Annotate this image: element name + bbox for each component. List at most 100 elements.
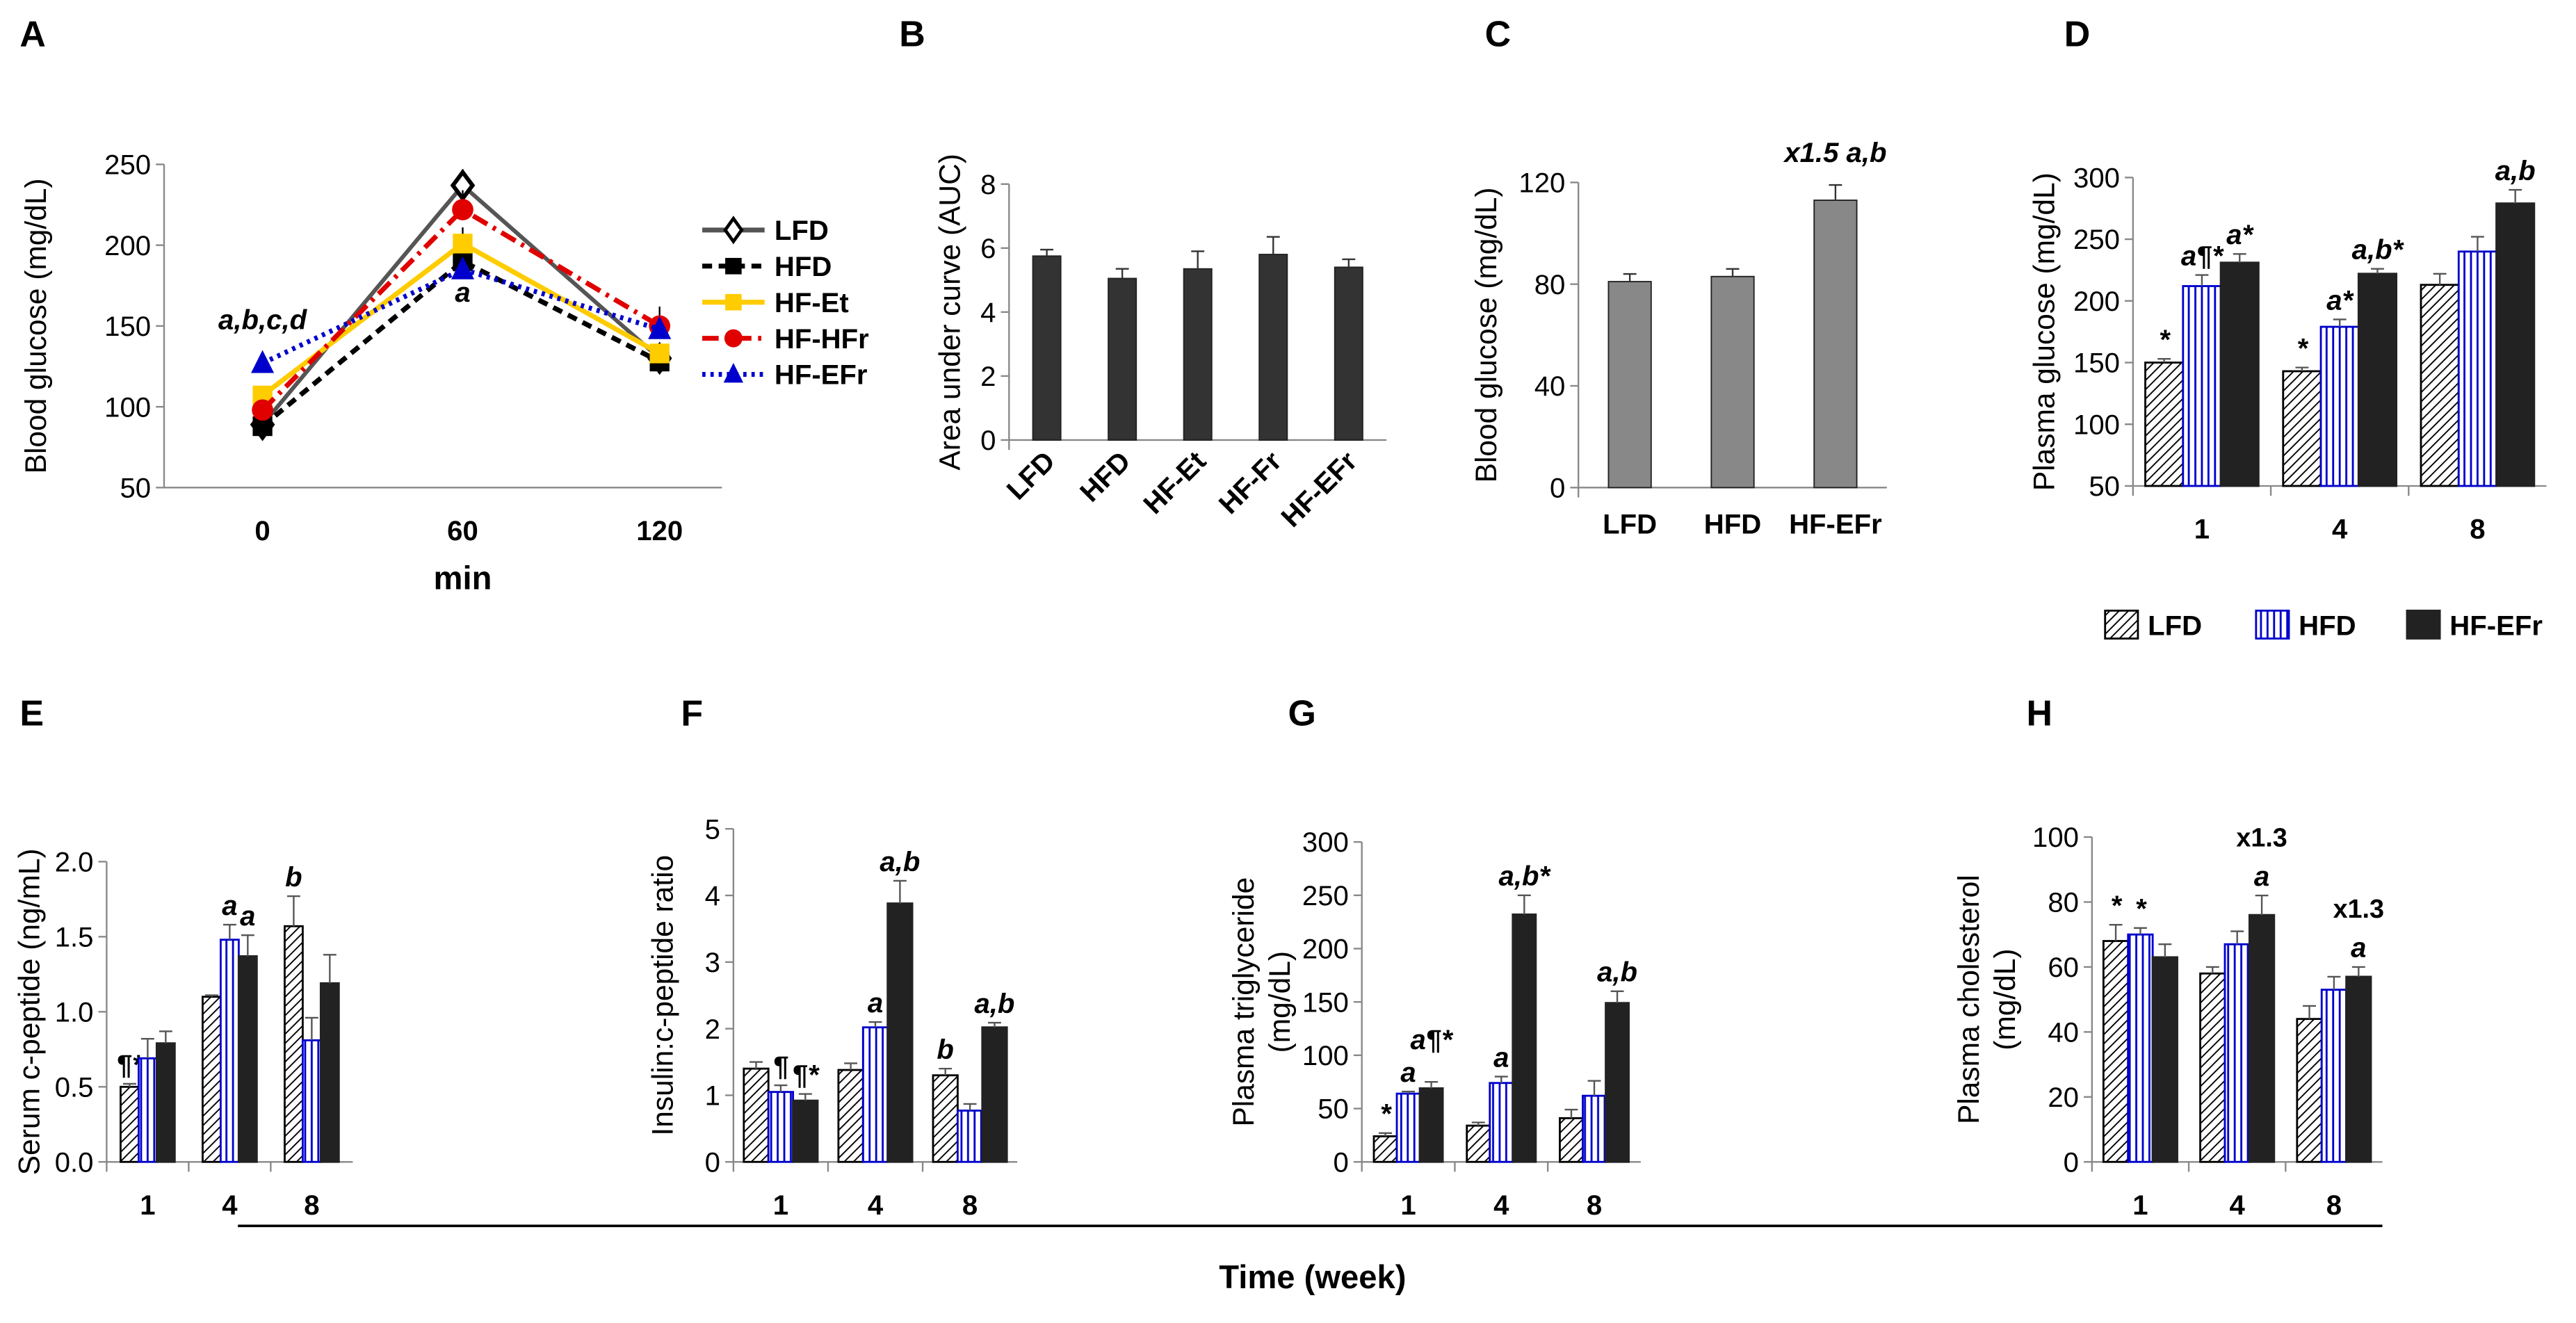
legend-marker [724,329,743,348]
y-tick-label: 50 [120,473,151,504]
bar-HFD-8 [2457,250,2497,487]
bar-LFD-4 [837,1069,864,1163]
y-tick-label: 200 [2073,286,2120,317]
annotation: b [285,862,302,893]
legend-marker [723,216,744,245]
panel-label-B: B [899,15,925,55]
y-tick-label: 100 [2073,409,2120,440]
bar-LFD-8 [2296,1018,2323,1163]
bar-HF-EFr-8 [1605,1002,1630,1163]
series-line-HF-HFr [261,206,661,412]
y-tick-label: 150 [1302,987,1349,1018]
bar-HF-EFr-8 [319,982,340,1163]
bar-HFD-4 [861,1026,889,1163]
bar-HF-EFr-4 [1512,913,1537,1163]
fold-annotation: x1.3 [2236,822,2287,852]
annotation: a,b* [1499,861,1552,892]
x-tick-label: LFD [1001,446,1061,505]
annotation: a [240,901,255,932]
x-tick-label: 4 [2332,514,2348,545]
bar-LFD-4 [1466,1124,1491,1163]
x-tick-label: 1 [140,1190,155,1221]
x-tick-label: 120 [636,516,683,546]
annotation: a,b,c,d [218,305,308,336]
y-tick-label: 60 [2048,952,2079,983]
y-tick-label: 200 [1302,934,1349,965]
panel-label-D: D [2064,15,2091,55]
bar-HFD-1 [2182,285,2222,487]
y-tick-label: 0 [2064,1147,2079,1178]
y-tick-label: 20 [2048,1082,2079,1113]
bar-HF-EFr-8 [981,1026,1008,1163]
y-tick-label: 50 [1318,1094,1349,1125]
x-tick-label: HFD [1704,509,1761,539]
y-tick-label: 40 [1534,371,1566,402]
annotation: a,b [974,989,1014,1019]
annotation: ¶ [773,1051,788,1082]
bar-LFD-4 [2199,972,2226,1163]
bar-HF-EFr-1 [1418,1087,1444,1163]
x-tick-label: 4 [1493,1190,1509,1221]
shared-xlabel: Time (week) [1219,1259,1406,1296]
y-axis-label-units: (mg/dL) [1263,951,1296,1053]
bar-LFD-8 [284,925,304,1163]
panel-label-E: E [19,694,44,734]
bar-HFD-8 [2320,989,2348,1163]
bar-HF-EFr-4 [237,955,258,1163]
data-point-HF-EFr [648,316,672,339]
legend-label-HFD: HFD [775,252,832,282]
x-tick-label: HF-Et [1138,446,1213,520]
y-tick-label: 250 [1302,881,1349,911]
x-tick-label: 1 [2194,514,2210,545]
bar-HF-EFr-4 [2357,273,2398,487]
y-tick-label: 1.5 [55,923,94,953]
y-tick-label: 0 [1550,473,1565,504]
y-tick-label: 150 [104,311,151,342]
y-tick-label: 150 [2073,348,2120,379]
y-tick-label: 0 [705,1147,720,1178]
x-tick-label: 1 [1400,1190,1416,1221]
bar-LFD-8 [932,1074,959,1163]
panel-label-G: G [1288,694,1316,734]
y-tick-label: 300 [2073,163,2120,193]
bar-HFD-4 [1489,1082,1514,1163]
bar-HFD-1 [1395,1092,1421,1163]
bar-HFD-4 [219,939,240,1163]
x-tick-label: HF-Fr [1213,446,1288,520]
y-tick-label: 1 [705,1081,720,1112]
bar-HFD-1 [2127,933,2154,1163]
annotation: a,b [1597,957,1637,988]
data-point-HF-EFr [451,256,475,279]
bar-HF-EFr-1 [155,1042,176,1163]
x-tick-label: 4 [222,1190,238,1221]
bar-HF-Et [1183,268,1213,441]
y-axis-label-units: (mg/dL) [1988,948,2021,1050]
annotation: * [2296,333,2309,364]
x-tick-label: HFD [1074,446,1136,508]
bar-LFD [1607,281,1652,489]
annotation: a [1493,1042,1509,1073]
bar-LFD-4 [2282,370,2322,487]
bar-HF-EFr-1 [2151,956,2178,1163]
y-axis-label: Blood glucose (mg/dL) [1470,187,1502,482]
annotation: * [2135,894,2148,925]
legend-label-HF-Et: HF-Et [775,288,849,318]
y-tick-label: 6 [980,234,996,264]
annotation: * [1380,1099,1393,1130]
annotation: a¶* [1410,1025,1454,1055]
bar-LFD-8 [2420,284,2460,487]
y-tick-label: 3 [705,948,720,978]
bar-LFD-8 [1559,1117,1584,1163]
bar-LFD-1 [1372,1135,1398,1163]
data-point-HF-Et [649,343,670,364]
bar-HF-EFr-1 [2219,261,2260,487]
y-tick-label: 50 [2089,471,2120,502]
x-tick-label: 8 [2470,514,2485,545]
y-tick-label: 1.0 [55,997,94,1028]
bar-HFD-1 [137,1057,158,1163]
y-tick-label: 8 [980,170,996,200]
y-tick-label: 5 [705,814,720,845]
annotation: a [222,891,237,921]
annotation: a¶* [2181,241,2225,271]
legend-label-HF-EFr: HF-EFr [2449,611,2543,642]
